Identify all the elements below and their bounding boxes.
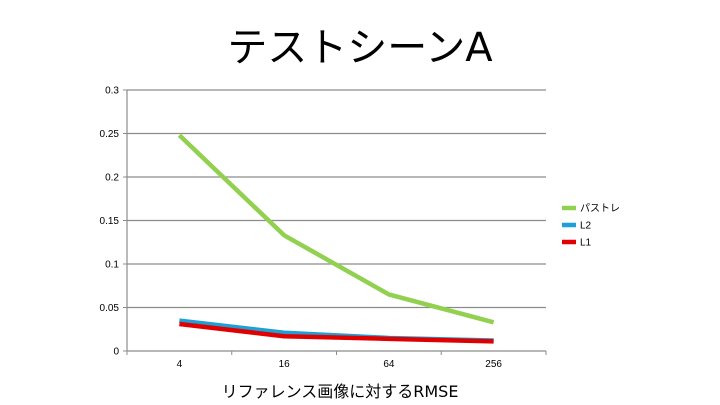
series-line-0 xyxy=(177,133,495,325)
chart-title: テストシーンA xyxy=(227,25,493,71)
x-tick-label-2: 64 xyxy=(383,359,395,370)
grid-lines xyxy=(127,89,546,309)
legend-label-0: パストレ xyxy=(580,203,620,215)
y-tick-label-5: 0.25 xyxy=(100,129,120,140)
legend-label-1: L2 xyxy=(580,221,592,232)
legend-label-2: L1 xyxy=(580,238,592,249)
x-tick-label-3: 256 xyxy=(485,359,502,370)
y-tick-label-4: 0.2 xyxy=(105,173,119,184)
x-tick-label-1: 16 xyxy=(279,359,291,370)
x-tick-labels: 4 16 64 256 xyxy=(177,359,503,370)
series-line-2 xyxy=(179,321,494,344)
x-axis-label: リファレンス画像に対するRMSE xyxy=(221,382,459,401)
y-tick-label-3: 0.15 xyxy=(100,216,120,227)
y-tick-label-0: 0 xyxy=(113,347,119,358)
legend: パストレ L2 L1 xyxy=(562,203,620,249)
y-tick-labels: 0 0.05 0.1 0.15 0.2 0.25 0.3 xyxy=(100,86,120,358)
series-lines xyxy=(177,133,495,344)
y-tick-label-6: 0.3 xyxy=(105,86,119,97)
x-tick-label-0: 4 xyxy=(177,359,183,370)
y-tick-label-1: 0.05 xyxy=(100,303,120,314)
axes xyxy=(123,89,547,355)
y-tick-label-2: 0.1 xyxy=(105,260,119,271)
